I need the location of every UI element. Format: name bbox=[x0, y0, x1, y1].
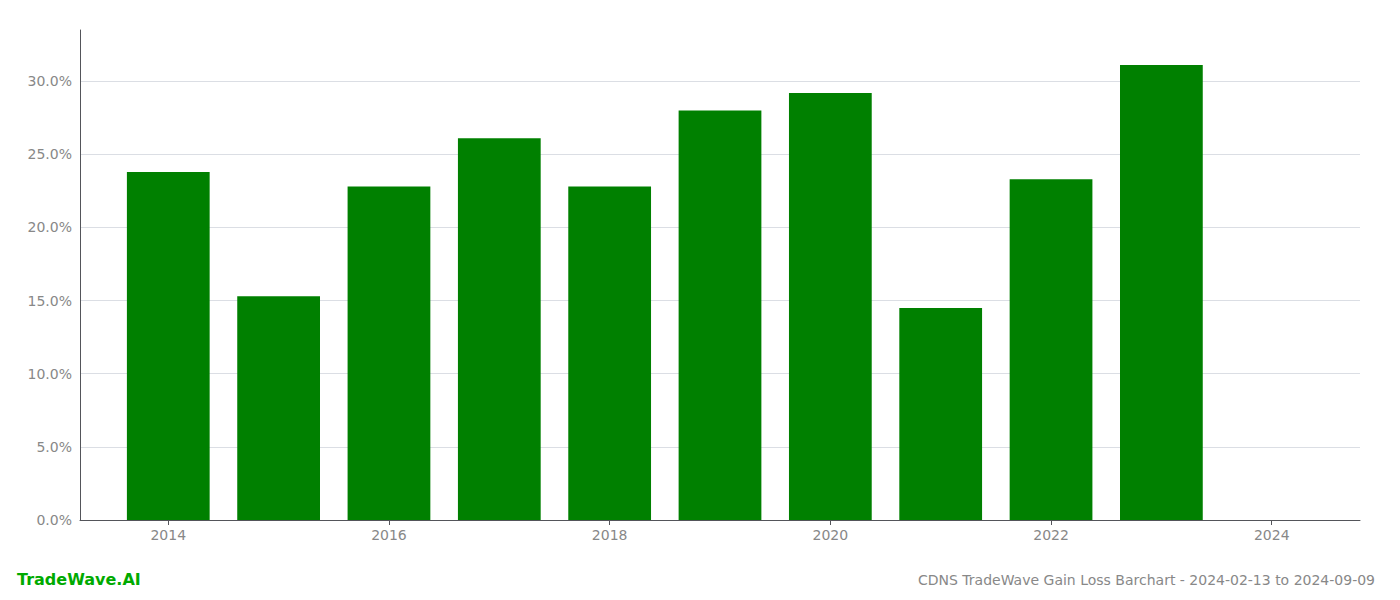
svg-text:5.0%: 5.0% bbox=[36, 439, 72, 455]
svg-text:20.0%: 20.0% bbox=[28, 219, 72, 235]
svg-text:25.0%: 25.0% bbox=[28, 146, 72, 162]
svg-text:30.0%: 30.0% bbox=[28, 73, 72, 89]
svg-text:2014: 2014 bbox=[150, 527, 186, 543]
svg-text:CDNS TradeWave Gain Loss Barch: CDNS TradeWave Gain Loss Barchart - 2024… bbox=[918, 572, 1375, 588]
svg-text:2016: 2016 bbox=[371, 527, 407, 543]
svg-text:2020: 2020 bbox=[813, 527, 849, 543]
svg-text:15.0%: 15.0% bbox=[28, 293, 72, 309]
svg-text:2022: 2022 bbox=[1033, 527, 1069, 543]
svg-text:2024: 2024 bbox=[1254, 527, 1290, 543]
svg-text:10.0%: 10.0% bbox=[28, 366, 72, 382]
svg-text:TradeWave.AI: TradeWave.AI bbox=[17, 570, 141, 589]
svg-text:2018: 2018 bbox=[592, 527, 628, 543]
svg-text:0.0%: 0.0% bbox=[36, 512, 72, 528]
